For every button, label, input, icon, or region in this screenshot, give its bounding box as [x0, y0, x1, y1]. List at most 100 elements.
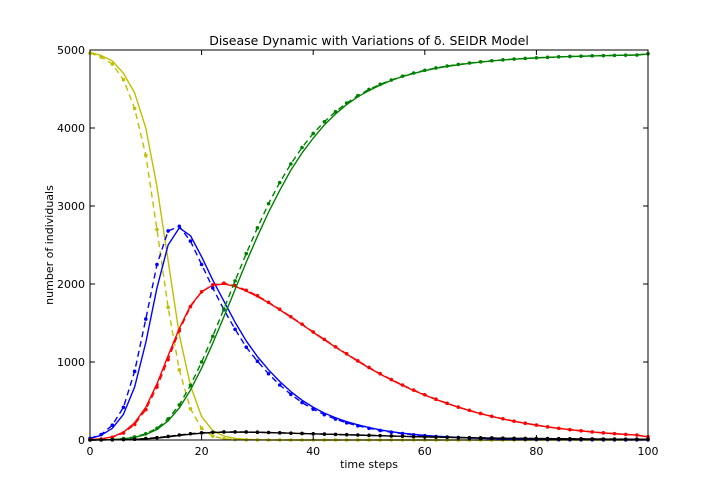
series-5-point [289, 314, 293, 319]
series-9-point [244, 430, 249, 434]
series-5-point [601, 431, 606, 435]
series-5-point [177, 329, 182, 333]
series-3-point [266, 371, 271, 376]
series-7-point [344, 101, 349, 105]
series-line-9 [89, 431, 648, 441]
series-7-point [277, 180, 282, 185]
y-tick-label: 3000 [57, 200, 85, 213]
series-5-point [188, 304, 193, 309]
series-7-point [210, 334, 215, 339]
x-axis-title: time steps [340, 458, 398, 471]
series-5-point [501, 416, 505, 421]
x-tick-label: 100 [638, 445, 659, 458]
series-7-point [199, 360, 204, 364]
series-5-point [456, 405, 461, 409]
series-5-point [411, 388, 416, 392]
series-9-point [467, 435, 472, 440]
series-3-point [99, 432, 103, 437]
series-7-point [389, 78, 394, 82]
series-3-point [300, 400, 304, 405]
series-5-point [277, 307, 282, 312]
series-7-point [222, 307, 226, 311]
series-3-point [188, 239, 193, 243]
series-5-point [199, 290, 204, 294]
series-9-point [222, 430, 226, 434]
series-5-point [300, 322, 304, 326]
series-9-point [378, 433, 382, 438]
series-9-point [367, 433, 371, 438]
x-tick-label: 80 [529, 445, 543, 458]
series-3-point [110, 423, 115, 427]
series-7-point [411, 71, 416, 75]
series-3-point [378, 428, 382, 433]
series-3-point [356, 424, 360, 428]
series-7-point [635, 53, 639, 57]
series-9-point [233, 430, 237, 434]
series-9-point [411, 434, 416, 439]
series-7-point [244, 251, 249, 256]
series-7-point [579, 54, 583, 58]
series-5-point [333, 344, 338, 349]
series-7-point [333, 109, 338, 114]
series-5-point [579, 429, 583, 433]
series-9-point [322, 432, 327, 436]
y-tick-label: 2000 [57, 278, 85, 291]
y-tick-label: 0 [78, 434, 85, 447]
x-tick-label: 40 [306, 445, 320, 458]
series-5-point [534, 423, 539, 427]
series-3-point [344, 421, 349, 425]
series-5-point [423, 392, 427, 397]
series-9-point [478, 436, 483, 440]
series-9-point [266, 430, 271, 435]
series-7-point [434, 66, 438, 70]
series-7-point [623, 53, 628, 57]
series-9-point [277, 431, 282, 435]
series-3-point [311, 407, 316, 411]
series-3-point [255, 359, 260, 364]
series-5-point [266, 300, 271, 305]
series-5-point [489, 414, 494, 419]
y-tick-label: 1000 [57, 356, 85, 369]
series-3-point [244, 345, 249, 349]
series-1-point [132, 106, 137, 111]
series-5-point [255, 293, 260, 298]
series-1-point [177, 368, 182, 372]
series-5-point [512, 419, 516, 423]
series-5-point [612, 431, 617, 436]
series-7-point [144, 431, 148, 436]
series-3-point [166, 229, 170, 233]
series-7-point [266, 201, 271, 206]
series-5-point [623, 432, 628, 437]
series-7-point [322, 119, 327, 124]
series-7-point [534, 56, 539, 60]
series-9-point [400, 434, 405, 439]
series-1-point [166, 305, 170, 310]
series-9-point [445, 435, 449, 440]
series-7-point [512, 57, 516, 61]
series-5-point [155, 385, 159, 389]
series-5-point [322, 337, 327, 342]
series-9-point [188, 431, 193, 436]
series-9-point [333, 432, 338, 437]
series-9-point [512, 436, 516, 441]
series-7-point [255, 226, 260, 230]
series-1-point [121, 77, 126, 82]
series-5-point [311, 330, 316, 334]
series-3-point [177, 224, 182, 229]
series-7-point [556, 55, 561, 59]
series-9-point [155, 435, 159, 440]
series-3-point [155, 262, 159, 267]
series-3-point [199, 262, 204, 267]
series-7-point [378, 82, 382, 87]
series-9-point [344, 432, 349, 437]
plot-area-frame [89, 49, 649, 441]
series-3-point [121, 405, 126, 410]
series-7-point [166, 417, 170, 421]
y-tick-layer: 0 1000 2000 3000 4000 5000 [57, 44, 648, 447]
x-tick-label: 20 [195, 445, 209, 458]
series-7-point [177, 403, 182, 407]
series-7-point [188, 383, 193, 388]
series-5-point [389, 377, 394, 382]
series-1-point [199, 426, 204, 431]
